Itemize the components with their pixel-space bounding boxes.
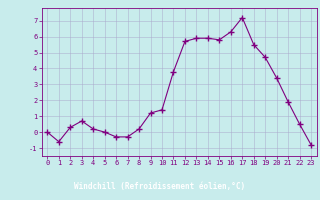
Text: Windchill (Refroidissement éolien,°C): Windchill (Refroidissement éolien,°C) [75, 182, 245, 192]
